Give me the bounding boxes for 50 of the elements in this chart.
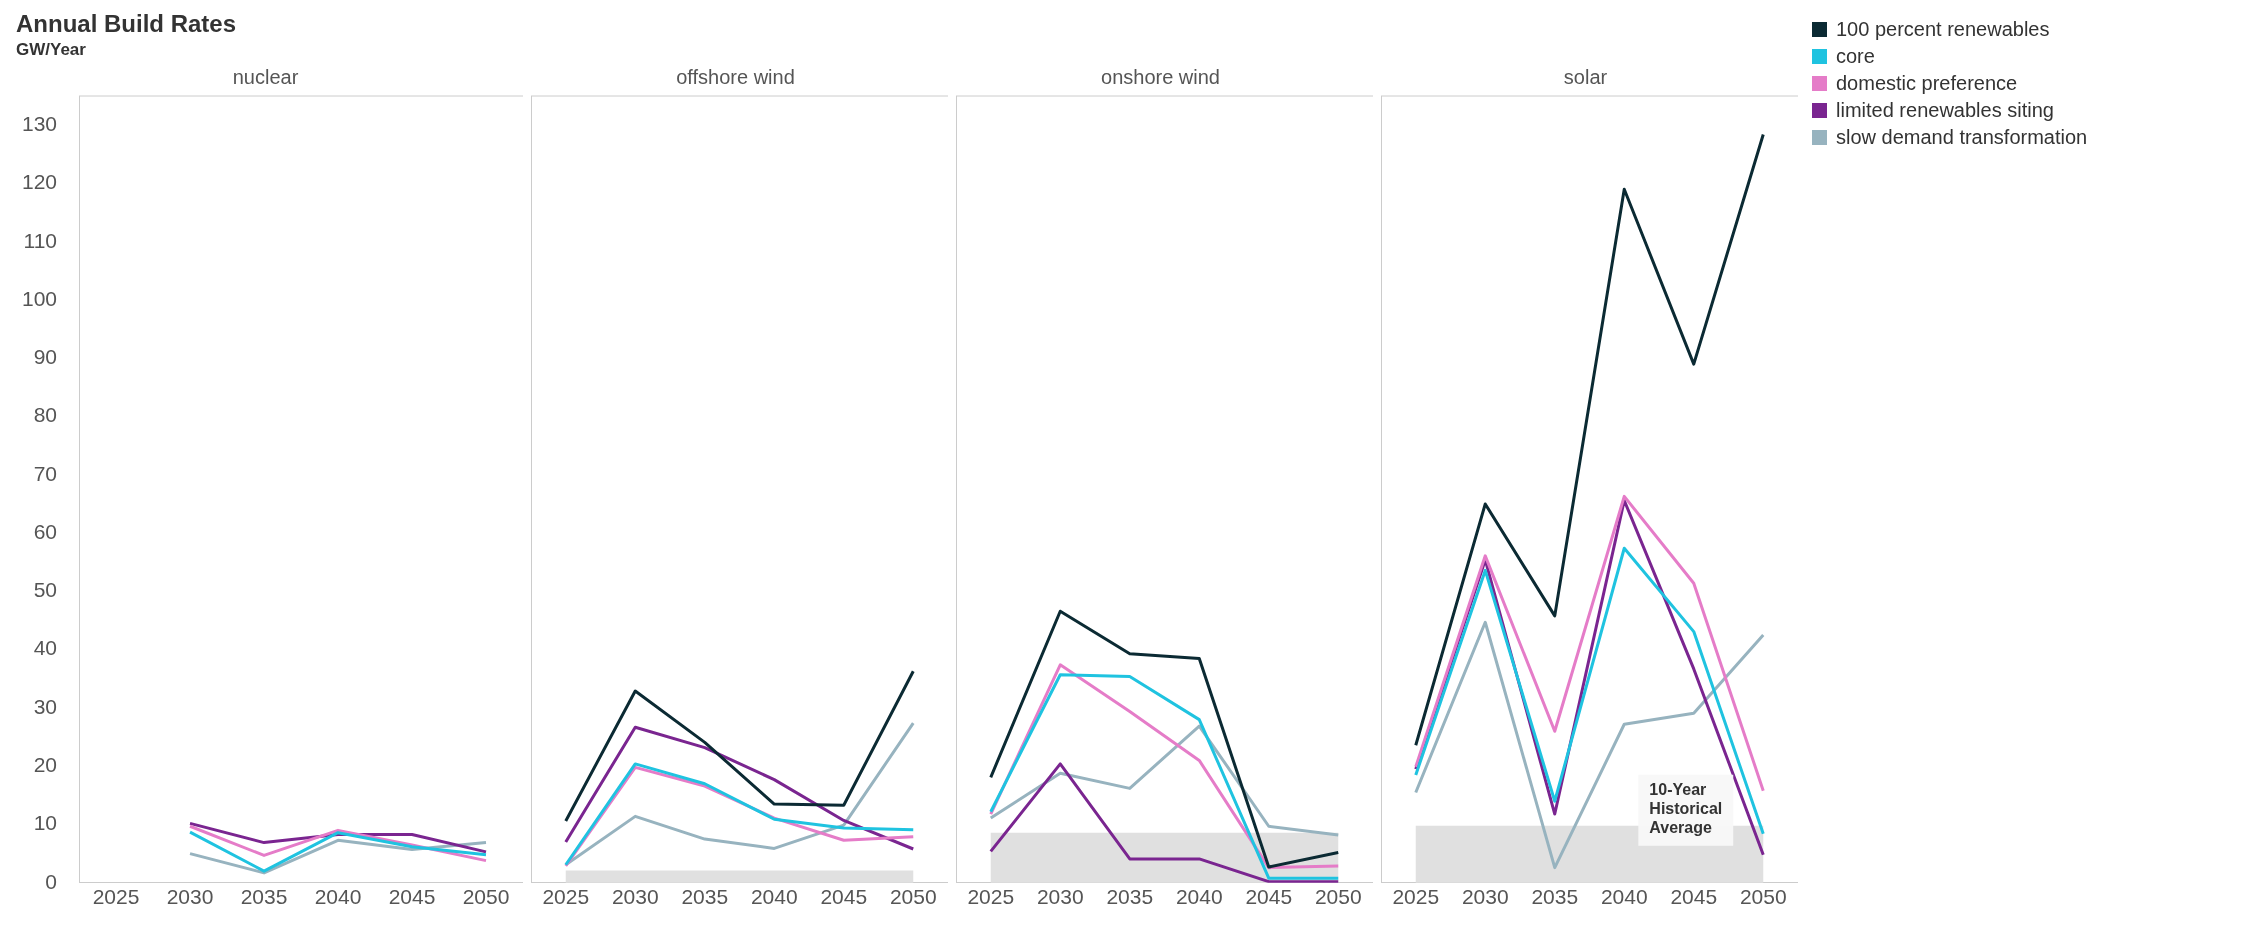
y-tick-label: 40 [33,636,58,660]
x-tick-label: 2040 [1175,885,1223,909]
chart-title: offshore wind [676,65,795,88]
y-tick-label: 50 [33,578,58,602]
legend-label: core [1836,45,1875,68]
legend-label: slow demand transformation [1836,126,2088,149]
x-tick-label: 2035 [240,885,288,909]
x-tick-label: 2025 [1392,885,1440,909]
x-tick-label: 2025 [967,885,1015,909]
x-tick-label: 2045 [388,885,436,909]
x-tick-label: 2040 [314,885,362,909]
x-tick-label: 2025 [542,885,590,909]
y-tick-label: 120 [21,170,58,194]
x-tick-label: 2030 [611,885,659,909]
chart-title: onshore wind [1101,65,1220,88]
x-tick-label: 2045 [1670,885,1718,909]
x-tick-label: 2035 [1531,885,1579,909]
legend-label: domestic preference [1836,72,2018,95]
legend-label: 100 percent renewables [1836,18,2050,41]
x-tick-label: 2030 [1461,885,1509,909]
chart-title: solar [1563,65,1608,88]
y-tick-label: 0 [45,869,58,893]
x-tick-label: 2040 [750,885,798,909]
y-tick-label: 70 [33,461,58,485]
x-tick-label: 2035 [681,885,729,909]
text: GW/Year [16,40,86,59]
y-tick-label: 100 [21,286,58,310]
x-tick-label: 2050 [889,885,937,909]
x-tick-label: 2045 [1245,885,1293,909]
x-tick-label: 2050 [1314,885,1362,909]
y-tick-label: 130 [21,111,58,135]
y-tick-label: 30 [33,694,58,718]
text: Annual Build Rates [16,10,237,37]
x-tick-label: 2035 [1106,885,1154,909]
y-tick-label: 80 [33,403,58,427]
y-tick-label: 110 [23,228,58,252]
band-label: 10-Year Historical Average [1649,781,1723,837]
x-tick-label: 2030 [166,885,214,909]
y-tick-label: 90 [33,345,58,369]
legend-label: limited renewables siting [1836,99,2054,122]
y-tick-label: 20 [33,753,58,777]
x-tick-label: 2045 [820,885,868,909]
x-tick-label: 2040 [1600,885,1648,909]
x-tick-label: 2050 [1739,885,1787,909]
x-tick-label: 2030 [1036,885,1084,909]
chart-title: nuclear [232,65,299,88]
x-tick-label: 2025 [92,885,140,909]
x-tick-label: 2050 [462,885,510,909]
y-tick-label: 60 [33,519,58,543]
y-tick-label: 10 [33,811,58,835]
